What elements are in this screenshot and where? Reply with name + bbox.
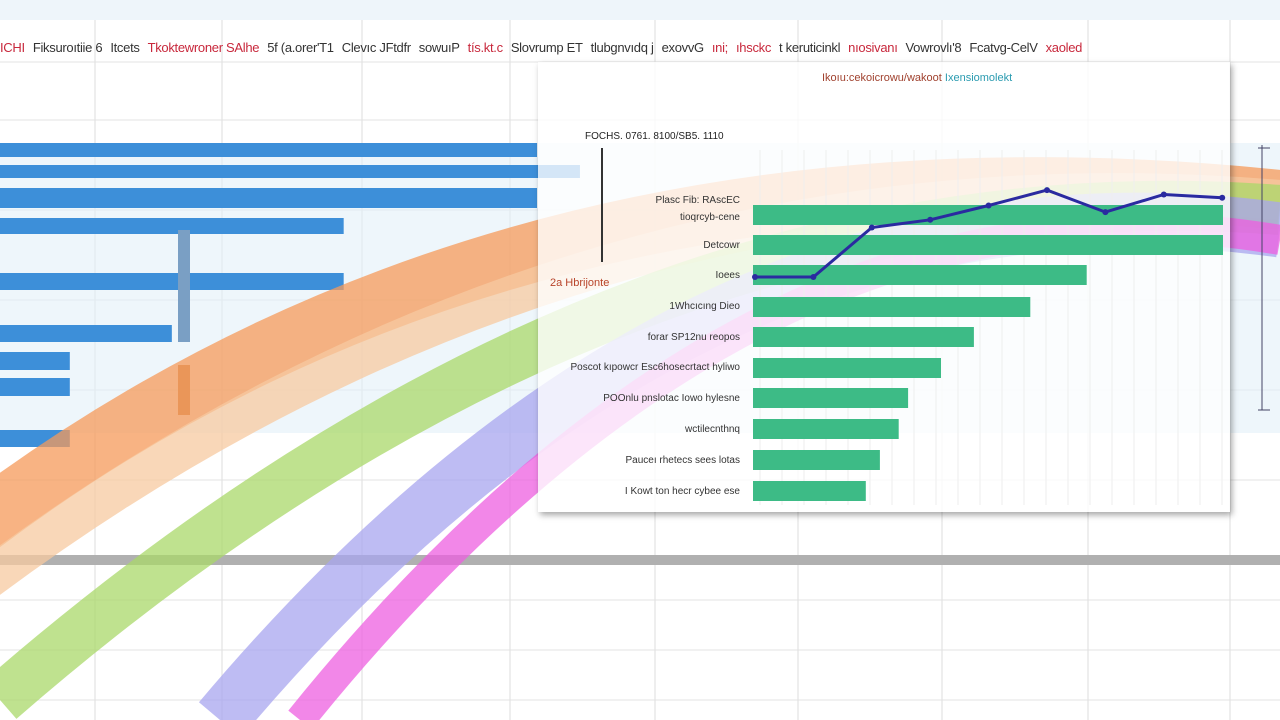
line-point	[810, 274, 817, 280]
left-bar	[0, 165, 580, 178]
bar	[753, 388, 909, 408]
left-bar	[0, 188, 537, 208]
bar	[753, 358, 941, 378]
bracket	[1258, 145, 1270, 411]
category-label: wctilecnthnq	[684, 424, 740, 435]
menu-item[interactable]: Clevıc JFtdfr	[341, 40, 411, 55]
menu-item[interactable]: exovvG	[661, 40, 705, 55]
top-bar	[0, 0, 1280, 20]
menu-item[interactable]: Fcatvg-CelV	[969, 40, 1038, 55]
menu-item[interactable]: 5f (a.orer'T1	[267, 40, 334, 55]
line-point	[1044, 187, 1050, 194]
left-bar	[0, 143, 537, 157]
category-label: Ioees	[715, 270, 740, 281]
category-label: I Kowt ton hecr cybee ese	[624, 486, 740, 497]
line-point	[1102, 209, 1109, 216]
left-bar	[0, 218, 344, 234]
menu-item[interactable]: Tkoktewroner SAlhe	[147, 40, 260, 55]
left-bar	[0, 325, 172, 342]
menu-item[interactable]: ıhsckc	[736, 40, 772, 55]
menu-item[interactable]: xaoled	[1045, 40, 1083, 55]
menu-item[interactable]: Fiksuroıtiie 6	[32, 40, 103, 55]
line-point	[985, 202, 992, 209]
menu-item[interactable]: Itcets	[110, 40, 140, 55]
category-label: 1Whcıcıng Dieo	[669, 301, 740, 312]
menu-item[interactable]: tís.kt.c	[467, 40, 503, 55]
chart-title: FOCHS. 0761. 8100/SB5. 1110	[585, 131, 724, 142]
menu-item[interactable]: Vowrovlı'8	[905, 40, 962, 55]
bar	[753, 450, 880, 470]
line-point	[1219, 194, 1226, 201]
bar	[753, 265, 1087, 285]
category-label: Pauceı rhetecs sees lotas	[625, 455, 740, 466]
menu-item[interactable]: Slovrump ET	[510, 40, 583, 55]
category-label: POOnlu pnslotac Iowo hylesne	[603, 393, 740, 404]
divider	[0, 555, 1280, 565]
category-label: tioqrcyb-cene	[679, 212, 740, 223]
left-bar	[0, 352, 70, 370]
menu-item[interactable]: t keruticinkl	[779, 40, 841, 55]
menu-item[interactable]: nıosivanı	[848, 40, 898, 55]
bar	[753, 327, 974, 347]
line-point	[927, 216, 934, 223]
menu-item[interactable]: ICHI	[0, 40, 25, 55]
menu-item[interactable]: ıni;	[711, 40, 728, 55]
annotation: 2a Hbrijonte	[550, 277, 610, 289]
menu-item[interactable]: sowuıP	[418, 40, 460, 55]
menu-bar: ICHI Fiksuroıtiie 6 Itcets Tkoktewroner SAl…	[0, 40, 1280, 55]
category-label: forar SP12nu reopos	[647, 332, 740, 343]
bar	[753, 481, 866, 501]
chart-subtitle: Ikoıu:cekoicrowu/wakoot Ixensiomolekt	[822, 72, 1013, 84]
menu-item[interactable]: tlubgnvıdq j	[590, 40, 654, 55]
bar	[753, 297, 1031, 317]
left-bar	[0, 378, 70, 396]
left-bar	[0, 273, 344, 290]
category-label: Detcowr	[703, 240, 740, 251]
line-point	[752, 274, 758, 280]
bar	[753, 419, 899, 439]
line-point	[1160, 191, 1167, 198]
line-point	[868, 224, 875, 231]
bar	[753, 235, 1223, 255]
category-label: Plasc Fib: RAscEC	[655, 195, 740, 206]
error-bar	[178, 230, 190, 342]
category-label: Poscot kıpowcr Esc6hosecrtact hyliwo	[570, 362, 740, 373]
